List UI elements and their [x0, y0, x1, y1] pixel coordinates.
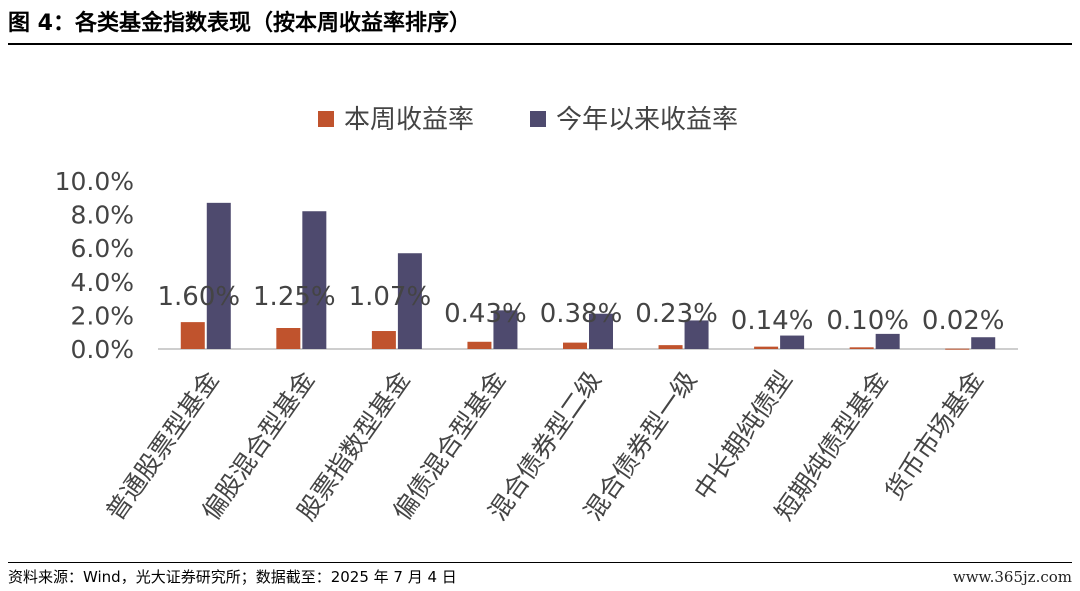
source-note: 资料来源：Wind，光大证券研究所；数据截至：2025 年 7 月 4 日: [8, 568, 457, 586]
bar-ytd-return: [302, 211, 327, 349]
bar-weekly-return: [371, 331, 396, 349]
data-label: 0.02%: [922, 306, 1005, 336]
figure-title: 图 4：各类基金指数表现（按本周收益率排序）: [8, 11, 471, 36]
bar-weekly-return: [658, 345, 683, 349]
data-label: 1.25%: [253, 282, 336, 312]
data-label: 0.10%: [826, 306, 909, 336]
y-tick-label: 8.0%: [70, 201, 134, 230]
bar-ytd-return: [493, 310, 518, 349]
chart-area: 本周收益率 今年以来收益率 0.0% 2.0% 4.0% 6.0% 8.0% 10.0% 1.6…: [0, 60, 1080, 560]
bar-chart: 本周收益率 今年以来收益率 0.0% 2.0% 4.0% 6.0% 8.0% 10.0% 1.6…: [55, 105, 1018, 526]
bar-ytd-return: [397, 253, 422, 349]
y-tick-label: 10.0%: [55, 167, 134, 196]
bar-weekly-return: [180, 322, 205, 349]
x-category-label: 货币市场基金: [879, 366, 989, 506]
y-tick-label: 0.0%: [70, 335, 134, 364]
legend-label: 今年以来收益率: [556, 105, 738, 135]
bar-ytd-return: [206, 202, 231, 349]
bar-weekly-return: [276, 328, 301, 349]
bar-weekly-return: [945, 348, 970, 350]
y-tick-label: 6.0%: [70, 234, 134, 263]
data-label: 0.14%: [731, 306, 814, 336]
legend-label: 本周收益率: [344, 105, 474, 135]
data-label: 1.07%: [349, 282, 432, 312]
footer-rule: [8, 562, 1072, 563]
bar-weekly-return: [563, 342, 587, 349]
data-label: 0.38%: [540, 299, 623, 329]
legend-swatch: [318, 111, 334, 127]
y-tick-label: 2.0%: [70, 301, 134, 330]
data-label: 0.23%: [635, 299, 718, 329]
x-category-label: 中长期纯债型: [688, 366, 798, 506]
data-label: 1.60%: [157, 282, 240, 312]
bar-ytd-return: [971, 337, 996, 349]
bar-weekly-return: [849, 347, 874, 349]
bar-weekly-return: [467, 341, 492, 349]
title-rule: [8, 43, 1072, 45]
data-label: 0.43%: [444, 299, 527, 329]
bar-ytd-return: [780, 335, 805, 349]
y-tick-label: 4.0%: [70, 268, 134, 297]
bar-ytd-return: [589, 313, 613, 349]
bar-weekly-return: [754, 346, 779, 349]
watermark: www.365jz.com: [952, 568, 1072, 586]
legend-swatch: [530, 111, 546, 127]
bar-ytd-return: [875, 333, 900, 349]
bar-ytd-return: [684, 320, 709, 349]
